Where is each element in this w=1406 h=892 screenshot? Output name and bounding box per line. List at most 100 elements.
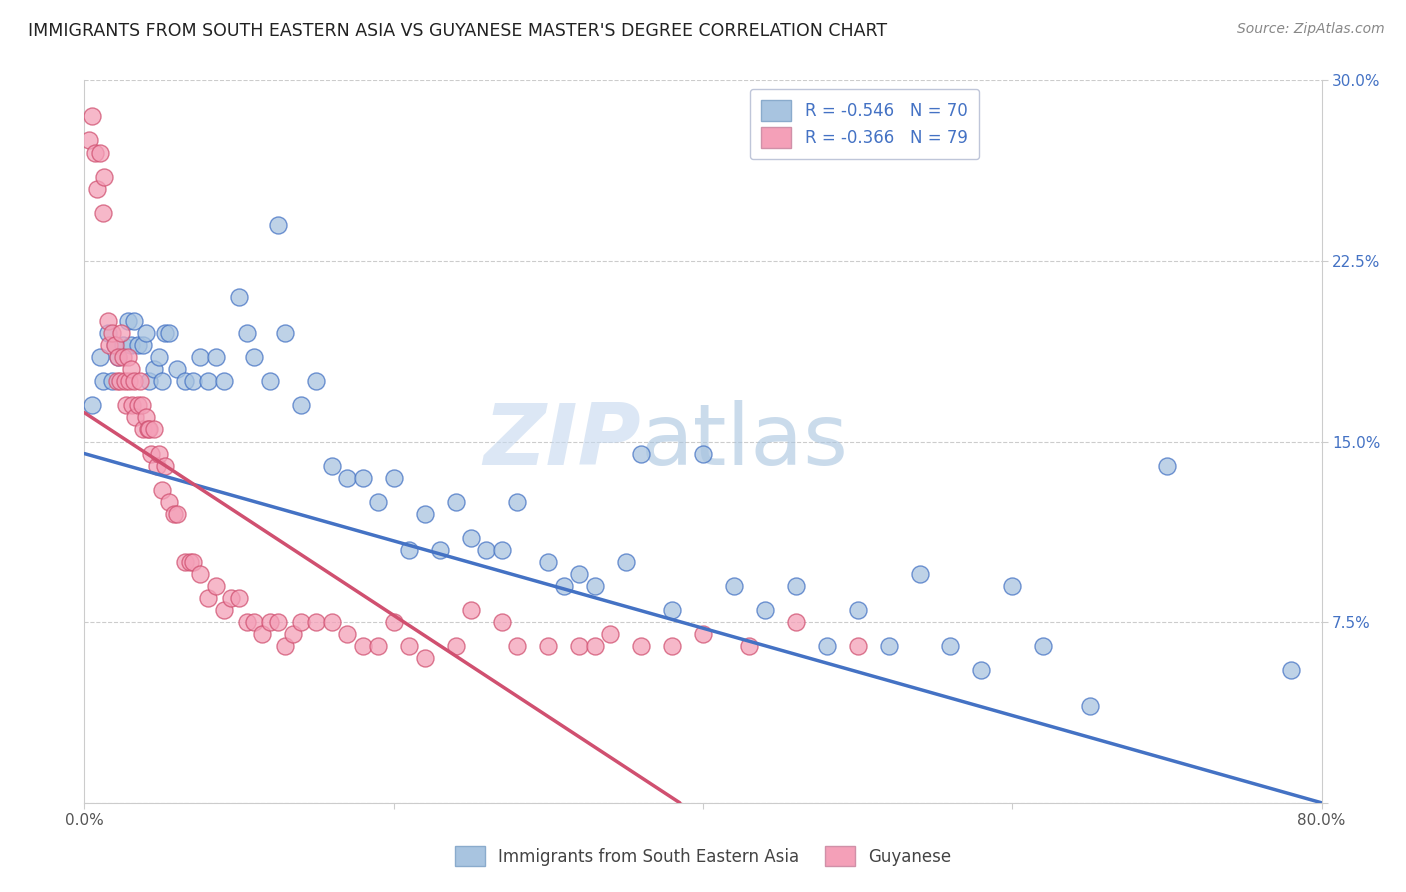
Point [475,542,498,557]
Point [939,639,962,653]
Point [163,507,186,521]
Point [132,422,155,436]
Point [153,326,176,340]
Legend: R = -0.546   N = 70, R = -0.366   N = 79: R = -0.546 N = 70, R = -0.366 N = 79 [749,88,979,160]
Point [117,350,139,364]
Point [148,446,170,460]
Point [243,350,266,364]
Point [1279,664,1302,678]
Point [537,555,560,569]
Point [136,422,159,436]
Point [583,579,606,593]
Point [877,639,900,653]
Point [250,627,273,641]
Point [150,483,173,497]
Point [692,627,714,641]
Point [127,338,149,352]
Point [815,639,838,653]
Point [1156,458,1178,473]
Point [86,181,108,195]
Point [599,627,621,641]
Point [143,422,166,436]
Point [336,627,359,641]
Point [235,615,259,630]
Point [413,507,436,521]
Point [107,350,129,364]
Point [153,458,176,473]
Point [159,494,180,508]
Point [290,615,312,630]
Point [77,133,100,147]
Point [506,639,529,653]
Point [101,326,124,340]
Point [970,664,993,678]
Point [110,326,132,340]
Point [352,639,374,653]
Point [444,494,467,508]
Point [135,410,157,425]
Point [188,567,211,582]
Point [181,374,204,388]
Point [228,290,250,304]
Point [614,555,637,569]
Point [259,374,281,388]
Text: atlas: atlas [641,400,849,483]
Point [568,567,591,582]
Point [398,542,420,557]
Point [91,205,114,219]
Point [212,603,235,617]
Text: ZIP: ZIP [484,400,641,483]
Point [197,374,219,388]
Point [107,350,129,364]
Point [122,314,145,328]
Point [661,603,683,617]
Text: Source: ZipAtlas.com: Source: ZipAtlas.com [1237,22,1385,37]
Point [274,326,297,340]
Point [367,494,389,508]
Point [352,470,374,484]
Point [146,458,169,473]
Point [174,555,197,569]
Point [382,470,405,484]
Point [143,362,166,376]
Point [754,603,776,617]
Point [117,314,139,328]
Point [112,338,135,352]
Point [553,579,575,593]
Point [583,639,606,653]
Point [166,507,188,521]
Point [105,374,128,388]
Point [630,639,652,653]
Point [738,639,761,653]
Point [129,374,152,388]
Point [96,314,118,328]
Point [321,615,343,630]
Point [908,567,931,582]
Point [197,591,219,605]
Point [281,627,305,641]
Point [205,350,228,364]
Point [491,542,513,557]
Point [661,639,683,653]
Point [267,615,290,630]
Point [135,326,157,340]
Point [181,555,204,569]
Point [98,338,121,352]
Point [274,639,297,653]
Point [568,639,591,653]
Point [228,591,250,605]
Point [267,218,290,232]
Point [82,109,104,123]
Point [398,639,420,653]
Point [131,398,153,412]
Legend: Immigrants from South Eastern Asia, Guyanese: Immigrants from South Eastern Asia, Guya… [447,838,959,875]
Point [290,398,312,412]
Point [84,145,107,160]
Point [93,169,115,184]
Point [89,350,111,364]
Point [179,555,201,569]
Point [537,639,560,653]
Point [114,374,136,388]
Point [305,615,328,630]
Text: IMMIGRANTS FROM SOUTH EASTERN ASIA VS GUYANESE MASTER'S DEGREE CORRELATION CHART: IMMIGRANTS FROM SOUTH EASTERN ASIA VS GU… [28,22,887,40]
